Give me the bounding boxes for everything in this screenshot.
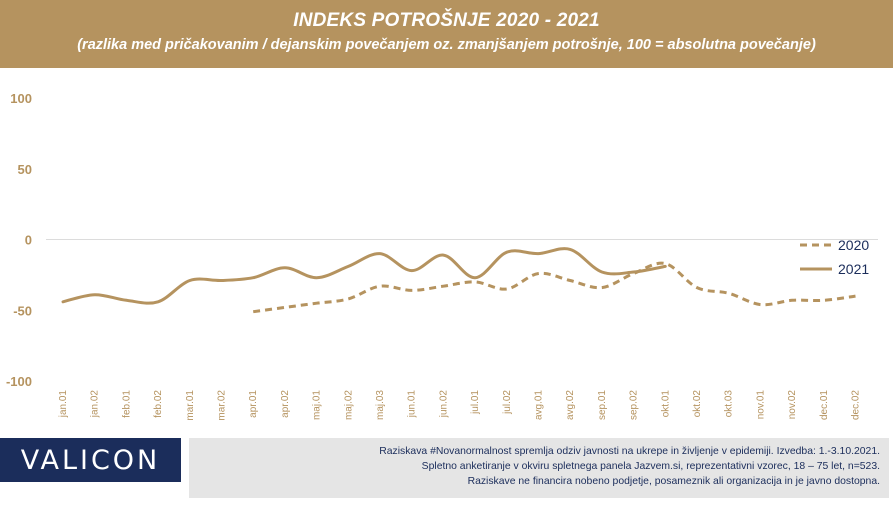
x-tick-label: okt.03 xyxy=(724,390,735,418)
x-tick-label: sep.01 xyxy=(597,390,608,420)
y-tick-label: -100 xyxy=(6,374,32,389)
x-tick-label: sep.02 xyxy=(629,390,640,420)
x-tick-label: dec.01 xyxy=(819,390,830,420)
x-tick-label: maj.02 xyxy=(343,390,354,420)
x-tick-label: mar.02 xyxy=(217,390,228,421)
x-tick-label: jun.02 xyxy=(438,390,449,419)
x-tick-label: jan.01 xyxy=(58,390,69,419)
x-tick-label: jun.01 xyxy=(407,390,418,419)
x-tick-label: apr.01 xyxy=(248,390,259,418)
note-line-1: Raziskava #Novanormalnost spremlja odziv… xyxy=(379,446,880,457)
chart-subtitle: (razlika med pričakovanim / dejanskim po… xyxy=(77,37,816,53)
y-tick-label: 0 xyxy=(25,233,32,248)
x-tick-label: jan.02 xyxy=(90,390,101,419)
survey-note: Raziskava #Novanormalnost spremlja odziv… xyxy=(189,438,889,498)
chart-header: INDEKS POTROŠNJE 2020 - 2021 (razlika me… xyxy=(0,0,893,68)
x-tick-label: avg.01 xyxy=(534,390,545,420)
x-tick-label: apr.02 xyxy=(280,390,291,418)
x-tick-label: nov.01 xyxy=(755,390,766,420)
x-tick-label: avg.02 xyxy=(565,390,576,420)
legend-label-2021: 2021 xyxy=(838,261,869,277)
valicon-logo: VALICON xyxy=(0,438,181,482)
line-chart: 100 50 0 -50 -100 jan.01 jan.02 feb.01 feb.02 mar… xyxy=(6,91,878,421)
chart-title: INDEKS POTROŠNJE 2020 - 2021 xyxy=(293,10,600,31)
x-tick-label: okt.01 xyxy=(660,390,671,418)
y-tick-label: -50 xyxy=(13,303,32,318)
y-tick-label: 50 xyxy=(18,162,32,177)
x-tick-label: feb.01 xyxy=(121,390,132,418)
x-tick-label: maj.01 xyxy=(312,390,323,420)
series-line-2021 xyxy=(61,247,667,305)
x-tick-label: feb.02 xyxy=(153,390,164,418)
legend-label-2020: 2020 xyxy=(838,237,869,253)
x-tick-label: jul.02 xyxy=(502,390,513,415)
note-line-3: Raziskave ne financira nobeno podjetje, … xyxy=(467,476,880,487)
x-tick-label: maj.03 xyxy=(375,390,386,420)
x-tick-label: nov.02 xyxy=(787,390,798,420)
x-tick-label: dec.02 xyxy=(851,390,862,420)
x-tick-label: okt.02 xyxy=(692,390,703,418)
y-tick-label: 100 xyxy=(10,91,32,106)
x-tick-label: mar.01 xyxy=(185,390,196,421)
note-line-2: Spletno anketiranje v okviru spletnega p… xyxy=(421,461,880,472)
series-line-2020 xyxy=(253,261,856,314)
x-tick-label: jul.01 xyxy=(470,390,481,415)
